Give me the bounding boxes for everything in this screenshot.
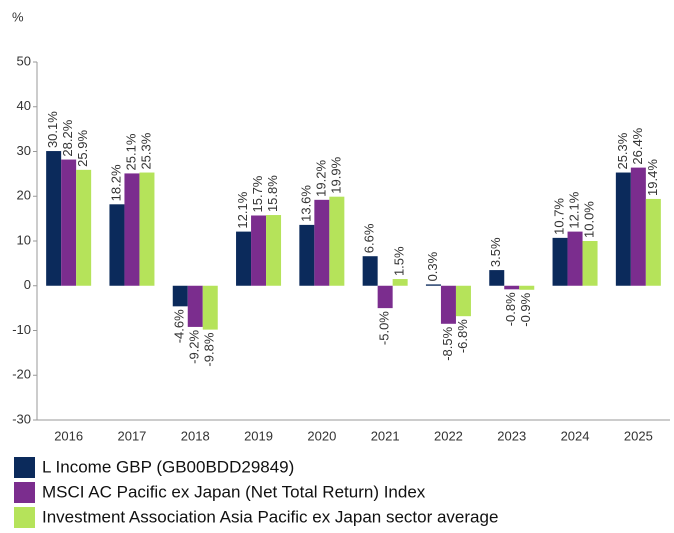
bar	[615, 172, 631, 286]
data-label: -9.8%	[202, 332, 217, 366]
y-tick-label: -20	[12, 367, 31, 382]
data-label: -0.8%	[503, 292, 518, 326]
y-tick-label: 10	[17, 232, 31, 247]
x-tick-label: 2023	[497, 428, 526, 443]
legend-label: MSCI AC Pacific ex Japan (Net Total Retu…	[42, 482, 426, 501]
data-label: -5.0%	[377, 311, 392, 345]
data-label: 25.9%	[75, 130, 90, 167]
data-label: 28.2%	[60, 119, 75, 156]
bar	[202, 285, 218, 330]
legend-label: L Income GBP (GB00BDD29849)	[42, 457, 294, 476]
data-label: -4.6%	[172, 309, 187, 343]
legend-label: Investment Association Asia Pacific ex J…	[42, 507, 498, 526]
data-label: 19.4%	[645, 159, 660, 196]
data-label: 10.0%	[581, 201, 596, 238]
bar	[645, 198, 661, 286]
x-tick-label: 2018	[181, 428, 210, 443]
bar	[266, 215, 282, 286]
data-label: 3.5%	[488, 237, 503, 267]
data-label: -8.5%	[440, 326, 455, 360]
bar	[76, 169, 92, 286]
data-label: 1.5%	[392, 246, 407, 276]
data-label: -6.8%	[455, 319, 470, 353]
data-label: 30.1%	[45, 111, 60, 148]
bar	[519, 285, 535, 290]
x-tick-label: 2019	[244, 428, 273, 443]
bar	[377, 285, 393, 309]
data-label: 25.1%	[123, 133, 138, 170]
bar	[455, 285, 471, 317]
bar	[504, 285, 520, 290]
bar	[236, 231, 252, 286]
legend-swatch	[14, 457, 35, 478]
y-tick-label: -10	[12, 322, 31, 337]
bar	[46, 151, 62, 286]
bar	[251, 215, 267, 286]
data-label: 0.3%	[425, 251, 440, 281]
y-tick-label: 0	[24, 277, 31, 292]
bar	[425, 284, 441, 286]
bar	[124, 173, 140, 286]
y-tick-label: 30	[17, 143, 31, 158]
bar	[489, 270, 505, 286]
legend-swatch	[14, 507, 35, 528]
data-label: -9.2%	[187, 329, 202, 363]
bar	[362, 256, 378, 286]
x-tick-label: 2025	[624, 428, 653, 443]
x-tick-label: 2017	[117, 428, 146, 443]
data-label: 25.3%	[138, 132, 153, 169]
data-label: 12.1%	[235, 191, 250, 228]
bar	[172, 285, 188, 307]
bar	[299, 224, 315, 286]
y-tick-label: 20	[17, 188, 31, 203]
data-label: 18.2%	[108, 164, 123, 201]
data-label: 15.8%	[265, 175, 280, 212]
data-label: 6.6%	[362, 223, 377, 253]
bar	[630, 167, 646, 286]
data-label: 26.4%	[630, 127, 645, 164]
bar	[582, 241, 598, 286]
x-tick-label: 2024	[561, 428, 590, 443]
y-tick-label: 50	[17, 53, 31, 68]
bar	[567, 231, 583, 286]
bar	[392, 279, 408, 286]
y-tick-label: -30	[12, 411, 31, 426]
data-label: 19.2%	[313, 160, 328, 197]
bar	[187, 285, 203, 327]
x-tick-label: 2020	[307, 428, 336, 443]
data-label: 10.7%	[551, 198, 566, 235]
bar	[552, 237, 568, 286]
x-tick-label: 2021	[371, 428, 400, 443]
data-label: 12.1%	[566, 191, 581, 228]
data-label: 25.3%	[615, 132, 630, 169]
x-tick-label: 2022	[434, 428, 463, 443]
bar	[314, 199, 330, 286]
data-label: -0.9%	[518, 292, 533, 326]
legend-swatch	[14, 482, 35, 503]
data-label: 15.7%	[250, 175, 265, 212]
data-label: 19.9%	[328, 156, 343, 193]
bar	[139, 172, 155, 286]
bar	[440, 285, 456, 324]
y-axis-label: %	[12, 9, 24, 24]
bar	[61, 159, 77, 286]
data-label: 13.6%	[298, 185, 313, 222]
x-tick-label: 2016	[54, 428, 83, 443]
bar	[109, 204, 125, 286]
bar	[329, 196, 345, 286]
y-tick-label: 40	[17, 98, 31, 113]
